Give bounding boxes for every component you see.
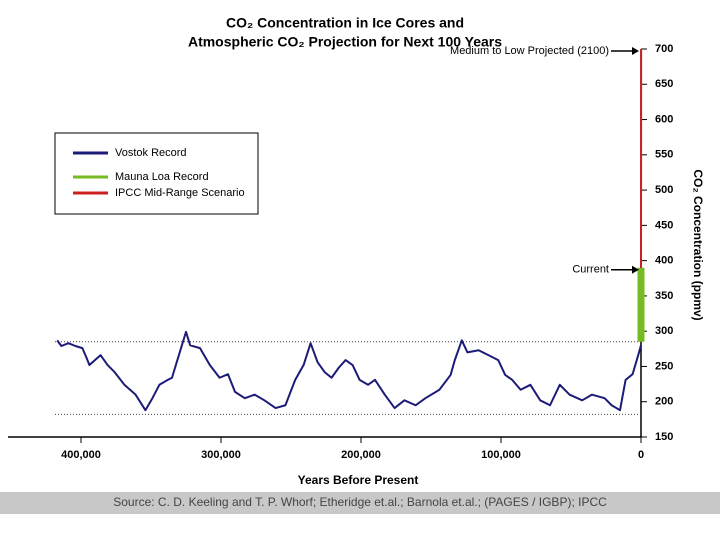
y-axis-label: CO₂ Concentration (ppmv) bbox=[691, 169, 705, 320]
source: Source: C. D. Keeling and T. P. Whorf; E… bbox=[113, 495, 607, 509]
y-tick-label: 300 bbox=[655, 325, 673, 337]
x-tick-label: 0 bbox=[638, 449, 644, 461]
y-tick-label: 450 bbox=[655, 219, 673, 231]
y-tick-label: 400 bbox=[655, 255, 673, 267]
chart-title: CO₂ Concentration in Ice Cores and bbox=[226, 15, 464, 31]
legend-label: IPCC Mid-Range Scenario bbox=[115, 187, 245, 199]
x-tick-label: 200,000 bbox=[341, 449, 381, 461]
legend-label: Mauna Loa Record bbox=[115, 171, 209, 183]
y-tick-label: 700 bbox=[655, 43, 673, 55]
y-tick-label: 350 bbox=[655, 290, 673, 302]
y-tick-label: 650 bbox=[655, 78, 673, 90]
x-axis-label: Years Before Present bbox=[298, 473, 419, 487]
series-line bbox=[57, 332, 641, 410]
annotation: Current bbox=[572, 264, 609, 276]
x-tick-label: 100,000 bbox=[481, 449, 521, 461]
y-tick-label: 250 bbox=[655, 360, 673, 372]
annotation: Medium to Low Projected (2100) bbox=[450, 45, 609, 57]
y-tick-label: 200 bbox=[655, 396, 673, 408]
x-tick-label: 400,000 bbox=[61, 449, 101, 461]
y-tick-label: 600 bbox=[655, 113, 673, 125]
y-tick-label: 550 bbox=[655, 149, 673, 161]
legend-label: Vostok Record bbox=[115, 147, 187, 159]
x-tick-label: 300,000 bbox=[201, 449, 241, 461]
y-tick-label: 500 bbox=[655, 184, 673, 196]
annotation-arrowhead bbox=[632, 47, 639, 55]
y-tick-label: 150 bbox=[655, 431, 673, 443]
